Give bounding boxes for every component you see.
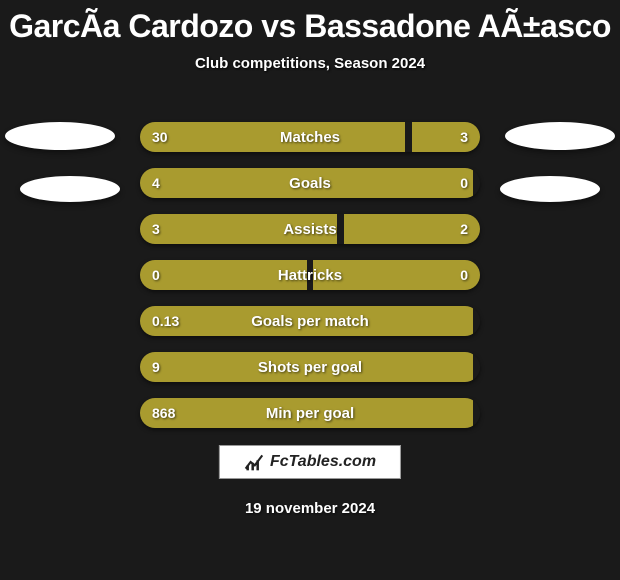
watermark: FcTables.com [219, 445, 401, 479]
stat-row: 3Assists2 [140, 214, 480, 244]
stat-row: 0Hattricks0 [140, 260, 480, 290]
page-subtitle: Club competitions, Season 2024 [0, 55, 620, 72]
stat-bar-gap [473, 306, 480, 336]
stat-bar-right [412, 122, 480, 152]
player-badge-left-1 [5, 122, 115, 150]
stat-bar-gap [337, 214, 344, 244]
stat-bar-track [140, 122, 480, 152]
stat-row: 0.13Goals per match [140, 306, 480, 336]
stat-row: 868Min per goal [140, 398, 480, 428]
stat-bar-right [313, 260, 480, 290]
player-badge-right-1 [505, 122, 615, 150]
stat-bar-track [140, 352, 480, 382]
stat-row: 4Goals0 [140, 168, 480, 198]
stat-bar-left [140, 260, 307, 290]
stat-bar-left [140, 398, 473, 428]
date-label: 19 november 2024 [0, 500, 620, 517]
stat-bar-track [140, 168, 480, 198]
stat-bar-right [344, 214, 480, 244]
stat-bar-left [140, 122, 405, 152]
stat-bar-gap [473, 352, 480, 382]
stat-bar-track [140, 214, 480, 244]
stat-bar-gap [307, 260, 314, 290]
stat-bar-track [140, 306, 480, 336]
watermark-text: FcTables.com [270, 453, 376, 471]
stat-bar-track [140, 260, 480, 290]
stat-bar-left [140, 214, 337, 244]
stat-bar-gap [473, 398, 480, 428]
stat-bar-left [140, 352, 473, 382]
page-title: GarcÃ­a Cardozo vs Bassadone AÃ±asco [0, 0, 620, 45]
player-badge-left-2 [20, 176, 120, 202]
chart-icon [244, 452, 264, 472]
stat-row: 30Matches3 [140, 122, 480, 152]
stat-bar-gap [473, 168, 480, 198]
stats-container: 30Matches3 4Goals0 3Assists2 0Hattricks0 0.1… [140, 122, 480, 444]
stat-bar-track [140, 398, 480, 428]
stat-bar-gap [405, 122, 412, 152]
player-badge-right-2 [500, 176, 600, 202]
stat-bar-left [140, 306, 473, 336]
stat-row: 9Shots per goal [140, 352, 480, 382]
stat-bar-left [140, 168, 473, 198]
